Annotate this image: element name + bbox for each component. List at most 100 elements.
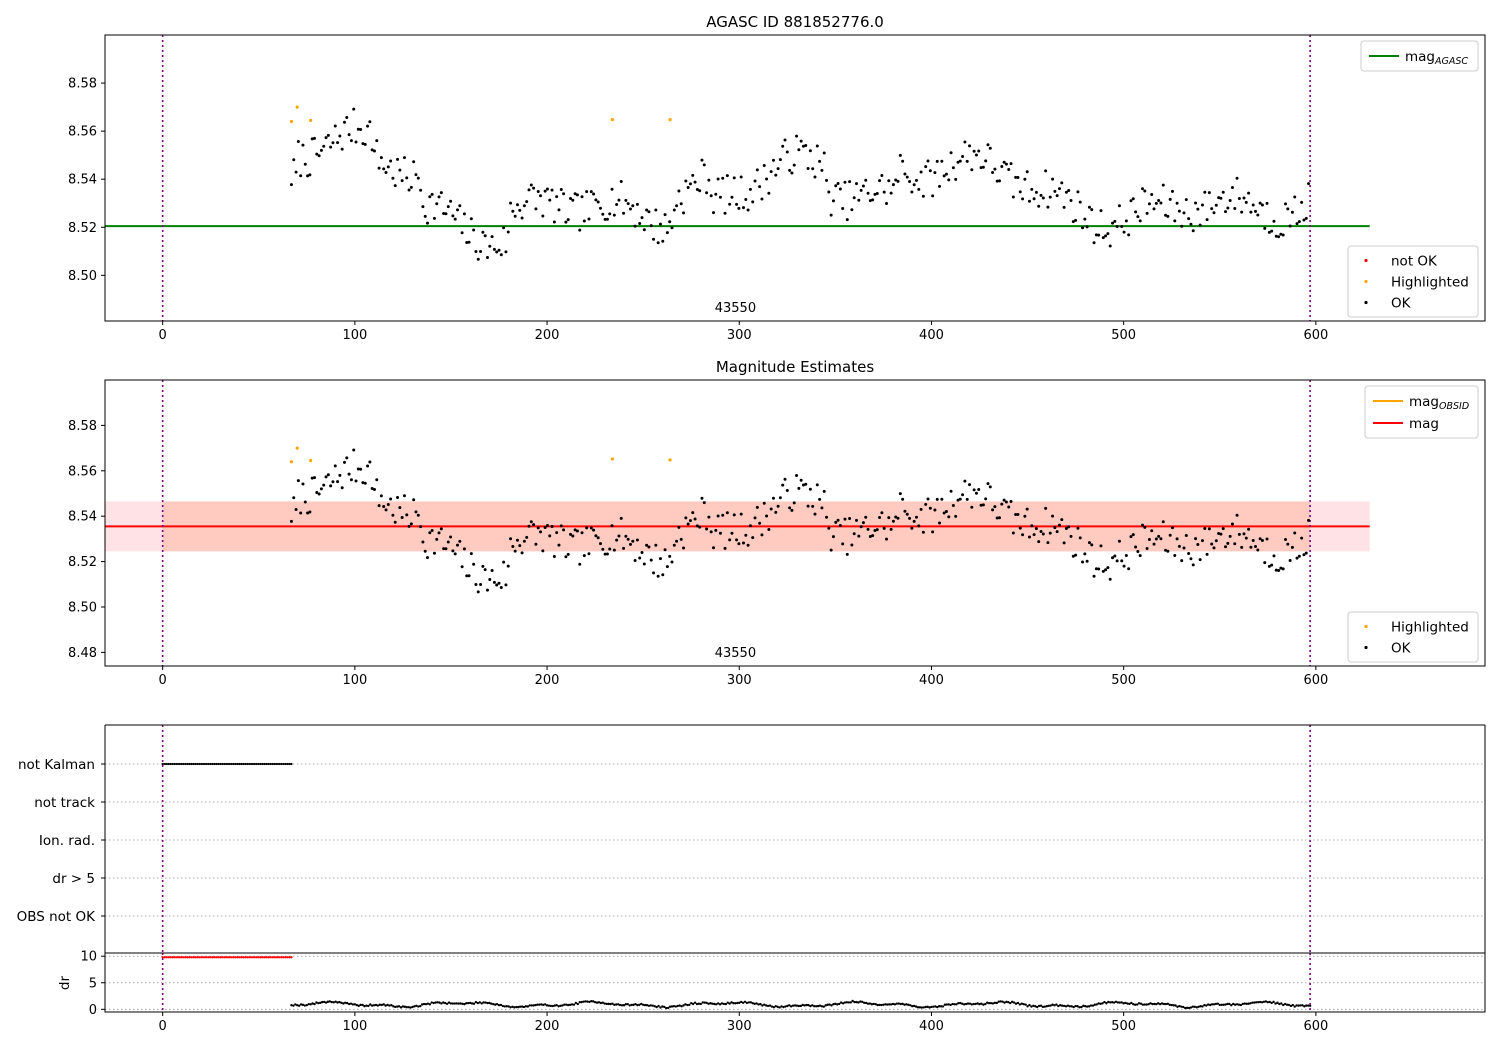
ok-point [1164,548,1168,552]
dr-capped-point [192,956,195,959]
dr-point [976,1002,979,1005]
dr-point [317,1001,320,1005]
dr-point [897,1002,900,1005]
dr-capped-point [234,956,237,959]
ok-point [1237,197,1241,200]
ok-point [1014,175,1018,179]
dr-point [1070,1005,1073,1008]
dr-point [1210,1003,1214,1006]
dr-point [1162,1002,1166,1006]
ok-point [1074,218,1078,222]
ok-point [889,527,893,531]
ok-point [488,577,492,581]
ok-point [965,497,969,501]
ok-point [903,509,907,513]
ok-point [1113,219,1117,223]
ok-point [871,198,875,202]
ok-point [981,165,985,169]
dr-point [319,1001,322,1005]
dr-point [907,1003,910,1007]
ok-point [838,187,842,191]
dr-point [434,1001,437,1004]
dr-capped-point [288,956,291,959]
dr-point [730,1001,733,1004]
dr-point [1145,1003,1148,1006]
ok-point [1060,518,1064,522]
ok-point [723,211,727,215]
y-tick-label: 8.48 [68,646,97,661]
ok-point [1175,537,1179,541]
ok-point [723,546,727,550]
flag-point [286,762,289,766]
dr-point [1182,1005,1185,1009]
ok-point [1120,559,1124,563]
ok-point [866,527,870,531]
ok-point [490,568,494,572]
ok-point [1138,219,1142,223]
dr-point [374,1003,378,1007]
ok-point [1057,187,1061,191]
dr-point [490,1002,493,1005]
y-tick-label: 0 [89,1003,97,1018]
ok-point [319,487,323,491]
ok-point [988,146,992,150]
ok-point [1170,526,1174,530]
dr-point [1172,1004,1175,1007]
dr-point [1003,1001,1006,1004]
dr-point [820,1005,824,1008]
ok-point [1258,201,1262,205]
ok-point [1244,200,1248,204]
ok-point [485,588,489,592]
dr-point [845,1001,849,1004]
ok-point [333,464,337,468]
ok-point [610,187,614,191]
ok-point [550,525,554,529]
dr-point [1039,1004,1043,1007]
dr-point [836,1003,839,1006]
ok-point [1138,554,1142,558]
flag-point [228,762,232,766]
ok-point [974,491,978,495]
ok-point [451,549,455,553]
ok-point [940,497,944,501]
ok-point [986,482,990,486]
ok-point [532,523,536,527]
ok-point [1189,557,1193,561]
dr-point [1132,1003,1135,1006]
ok-point [977,488,981,492]
ok-point [878,179,882,183]
dr-point [1183,1006,1187,1010]
dr-point [401,1005,405,1008]
ok-point [797,486,801,490]
ok-point [825,515,829,519]
ok-point [771,158,775,162]
ok-point [1187,217,1191,221]
dr-point [632,1003,635,1007]
ok-point [467,574,471,578]
ok-point [1069,534,1073,538]
dr-capped-point [230,956,233,959]
dr-point [1306,1004,1310,1007]
ok-point [783,477,787,481]
x-tick-label: 0 [159,1019,167,1034]
ok-point [928,506,932,510]
ok-point [755,505,759,509]
dr-point [478,1001,481,1004]
dr-point [438,1001,441,1004]
dr-point [870,1003,874,1006]
ok-point [467,240,471,244]
dr-point [1197,1005,1200,1009]
ok-point [539,194,543,198]
ok-point [1078,536,1082,540]
ok-point [601,212,605,216]
dr-point [1020,1002,1023,1005]
ok-point [949,489,953,493]
dr-point [861,1000,864,1004]
ok-point [961,493,965,497]
flag-point [205,762,208,766]
ok-point [603,217,607,221]
ok-point [1048,531,1052,535]
ok-point [1097,233,1101,237]
dr-point [1078,1006,1081,1009]
ok-point [502,560,506,564]
